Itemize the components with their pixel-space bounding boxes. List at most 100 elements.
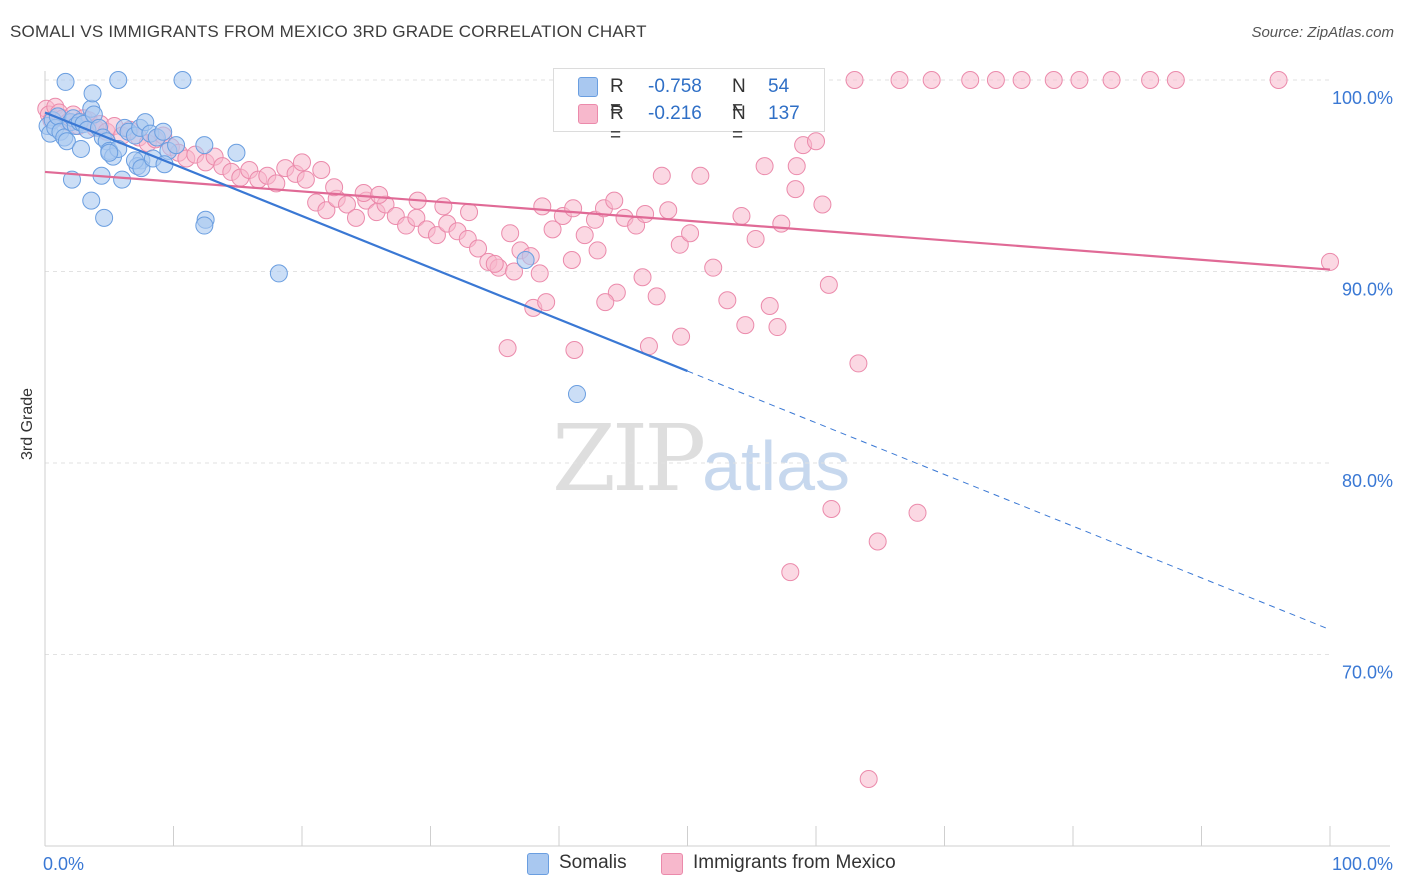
n-value: 54 — [768, 76, 790, 97]
x-tick-label: 100.0% — [1332, 854, 1393, 874]
mexico-point — [325, 178, 344, 197]
mexico-point — [736, 316, 755, 335]
x-tick-label: 0.0% — [43, 854, 84, 874]
somali-point — [71, 139, 90, 158]
mexico-point — [460, 203, 479, 222]
mexico-point — [588, 241, 607, 260]
mexico-point — [434, 197, 453, 216]
mexico-point — [1102, 71, 1121, 89]
somalis-swatch — [578, 77, 598, 97]
mexico-point — [505, 262, 524, 281]
mexico-point — [317, 201, 336, 220]
correlation-legend: R = -0.758 N = 54 R = -0.216 N = 137 — [553, 68, 825, 146]
r-value: -0.216 — [648, 103, 702, 124]
mexico-point — [636, 205, 655, 224]
mexico-trend-line — [44, 170, 1331, 271]
mexico-point — [537, 293, 556, 312]
mexico-point — [704, 258, 723, 277]
r-value: -0.758 — [648, 76, 702, 97]
mexico-point — [1269, 71, 1288, 89]
mexico-point — [485, 254, 504, 273]
mexico-point — [564, 199, 583, 218]
somali-point — [516, 251, 535, 270]
mexico-point — [813, 195, 832, 214]
mexico-point — [543, 220, 562, 239]
mexico-point — [822, 499, 841, 518]
mexico-point — [605, 191, 624, 210]
mexico-point — [633, 268, 652, 287]
mexico-point — [427, 226, 446, 245]
r-label: R = — [610, 76, 624, 119]
mexico-point — [647, 287, 666, 306]
mexico-point — [652, 166, 671, 185]
mexico-point — [986, 71, 1005, 89]
somali-point — [154, 122, 173, 141]
y-tick-label: 70.0% — [1342, 663, 1393, 683]
somali-point — [195, 136, 214, 155]
y-axis-label: 3rd Grade — [19, 387, 36, 460]
mexico-point — [890, 71, 909, 89]
mexico-point — [1166, 71, 1185, 89]
chart-title: SOMALI VS IMMIGRANTS FROM MEXICO 3RD GRA… — [10, 22, 647, 41]
mexico-point — [732, 206, 751, 225]
n-label: N = — [732, 76, 746, 119]
mexico-point — [746, 229, 765, 248]
mexico-point — [1044, 71, 1063, 89]
mexico-point — [859, 769, 878, 788]
somali-point — [100, 143, 119, 162]
mexico-point — [961, 71, 980, 89]
source-credit: Source: ZipAtlas.com — [1251, 24, 1394, 41]
mexico-point — [1141, 71, 1160, 89]
somali-point — [83, 84, 102, 103]
mexico-point — [346, 208, 365, 227]
somali-point — [56, 72, 75, 91]
mexico-point — [293, 153, 311, 172]
somali-point — [132, 159, 151, 178]
mexico-point — [807, 132, 825, 151]
mexico-point — [787, 157, 806, 176]
mexico-point — [670, 235, 689, 254]
n-value: 137 — [768, 103, 800, 124]
mexico-point — [267, 174, 286, 193]
mexico-point — [575, 226, 594, 245]
mexico-point — [1012, 71, 1031, 89]
mexico-point — [760, 296, 779, 315]
mexico-point — [501, 224, 520, 243]
somali-point — [109, 71, 128, 89]
somali-point — [82, 191, 101, 210]
mexico-point — [312, 161, 331, 180]
mexico-swatch — [578, 104, 598, 124]
somali-point — [567, 385, 586, 404]
mexico-point — [681, 224, 700, 243]
somali-point — [95, 208, 114, 227]
mexico-point — [672, 327, 691, 346]
mexico-point — [296, 170, 315, 189]
somali-point — [269, 264, 288, 283]
n-label: N = — [732, 103, 746, 146]
mexico-point — [718, 291, 737, 310]
mexico-point — [469, 239, 488, 258]
mexico-point — [337, 195, 356, 214]
somali-point — [195, 216, 214, 235]
somali-point — [113, 170, 132, 189]
mexico-point — [691, 166, 710, 185]
somalis-swatch — [527, 853, 549, 875]
mexico-point — [868, 532, 887, 551]
mexico-point — [755, 157, 774, 176]
mexico-point — [562, 251, 581, 270]
mexico-point — [922, 71, 941, 89]
mexico-point — [1321, 252, 1339, 271]
mexico-point — [845, 71, 864, 89]
y-tick-label: 90.0% — [1342, 280, 1393, 300]
mexico-point — [908, 503, 927, 522]
somali-trend-line — [44, 111, 688, 373]
mexico-point — [1070, 71, 1089, 89]
mexico-point — [781, 563, 800, 582]
mexico-point — [607, 283, 626, 302]
mexico-point — [772, 214, 791, 233]
mexico-point — [659, 201, 678, 220]
mexico-point — [565, 341, 584, 360]
y-tick-label: 100.0% — [1332, 88, 1393, 108]
mexico-point — [530, 264, 549, 283]
